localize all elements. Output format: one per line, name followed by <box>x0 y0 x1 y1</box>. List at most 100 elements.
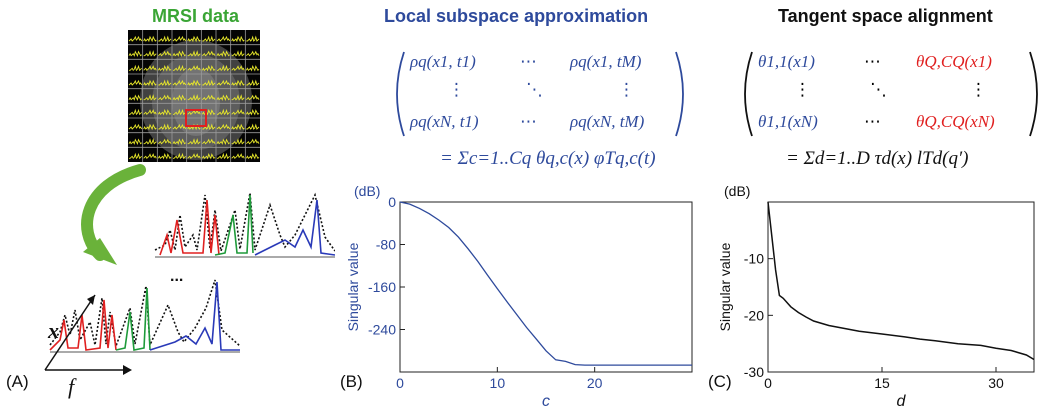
spectra-stack <box>44 192 335 375</box>
voxel-spectrum <box>172 152 187 160</box>
voxel-spectrum <box>128 50 143 57</box>
voxel-spectrum <box>246 50 260 57</box>
voxel-spectrum <box>128 123 143 130</box>
matrix-c-r2c2: ⋱ <box>870 80 887 99</box>
voxel-spectrum <box>187 65 201 72</box>
voxel-spectrum <box>143 65 157 72</box>
voxel-spectrum <box>157 153 172 160</box>
y-tick-label: -80 <box>376 237 396 253</box>
x-axis-arrow <box>44 294 96 371</box>
voxel-spectrum <box>158 138 172 145</box>
voxel-spectrum <box>216 123 231 130</box>
voxel-spectrum <box>158 35 172 42</box>
voxel-spectrum <box>216 108 231 116</box>
voxel-spectrum <box>216 50 231 57</box>
x-tick-label: 30 <box>988 375 1004 391</box>
matrix-c-r1c3: θQ,CQ(x1) <box>916 52 992 71</box>
panel-b-label: (B) <box>340 372 363 391</box>
matrix-c-r3c1: θ1,1(xN) <box>758 112 818 131</box>
voxel-spectrum <box>172 123 187 130</box>
matrix-b: ρq(x1, t1) ⋯ ρq(x1, tM) ⋮ ⋱ ⋮ ρq(xN, t1)… <box>390 48 690 140</box>
matrix-b-r3c3: ρq(xN, tM) <box>570 112 645 131</box>
y-tick-label: -30 <box>744 364 764 380</box>
data-line <box>767 201 1035 361</box>
matrix-b-r3c1: ρq(xN, t1) <box>410 112 479 131</box>
voxel-spectrum <box>172 35 187 42</box>
voxel-spectrum <box>143 94 157 101</box>
voxel-spectrum <box>245 109 260 116</box>
voxel-spectrum <box>202 79 216 86</box>
matrix-b-r2c3: ⋮ <box>618 80 635 99</box>
voxel-spectrum <box>187 153 201 160</box>
panel-c-title: Tangent space alignment <box>778 6 993 26</box>
voxel-spectrum <box>246 138 260 145</box>
voxel-spectrum <box>172 64 187 72</box>
voxel-spectrum <box>231 153 245 160</box>
voxel-spectrum <box>143 153 157 160</box>
voxel-spectrum <box>202 94 216 101</box>
voxel-spectrum <box>216 94 231 101</box>
voxel-spectrum <box>245 65 260 72</box>
data-line <box>399 201 692 366</box>
spectra-ellipsis: ... <box>170 268 184 285</box>
axis-label-x: x <box>48 318 59 343</box>
voxel-spectrum <box>158 50 172 57</box>
voxel-spectrum <box>143 79 157 87</box>
matrix-b-r1c3: ρq(x1, tM) <box>570 52 642 71</box>
voxel-spectrum <box>143 123 157 131</box>
panel-a-label: (A) <box>6 372 29 391</box>
voxel-spectrum <box>143 138 157 145</box>
voxel-spectrum <box>172 94 187 101</box>
voxel-spectrum <box>187 79 201 87</box>
panel-b-title: Local subspace approximation <box>384 6 649 26</box>
curved-arrow-icon <box>81 164 146 265</box>
voxel-spectrum <box>128 64 143 72</box>
voxel-spectrum <box>202 35 216 42</box>
voxel-spectrum <box>246 123 260 130</box>
voxel-spectrum <box>201 65 216 72</box>
x-axis-label: d <box>897 393 907 410</box>
voxel-spectrum <box>216 79 231 86</box>
panel-c-label: (C) <box>708 372 732 391</box>
voxel-spectrum <box>231 94 245 101</box>
y-axis-label: Singular value <box>345 242 361 331</box>
roi-box <box>185 109 207 127</box>
voxel-spectrum <box>143 35 157 43</box>
matrix-b-r1c2: ⋯ <box>520 52 537 71</box>
voxel-spectrum <box>231 35 245 43</box>
matrix-b-r3c2: ⋯ <box>520 112 537 131</box>
voxel-spectrum <box>143 50 157 57</box>
axis-label-f: f <box>68 374 75 399</box>
voxel-spectrum <box>246 79 260 86</box>
voxel-spectrum <box>143 109 157 116</box>
voxel-spectrum <box>128 138 143 145</box>
matrix-b-r2c1: ⋮ <box>448 80 465 99</box>
voxel-spectrum <box>201 109 216 116</box>
voxel-spectrum <box>202 123 216 130</box>
mrsi-grid-image <box>128 30 260 162</box>
y-tick-label: 0 <box>388 194 396 210</box>
x-tick-label: 15 <box>874 375 890 391</box>
voxel-spectrum <box>231 123 245 131</box>
matrix-b-brackets <box>396 51 684 137</box>
y-tick-label: -160 <box>368 279 396 295</box>
matrix-c-r1c1: θ1,1(x1) <box>758 52 815 71</box>
voxel-spectrum <box>172 50 187 57</box>
matrix-c-r2c1: ⋮ <box>794 80 811 99</box>
x-axis-label: c <box>542 393 550 410</box>
voxel-spectrum <box>128 94 143 101</box>
voxel-spectrum <box>172 108 187 116</box>
y-tick-label: -20 <box>744 307 764 323</box>
y-axis-unit: (dB) <box>354 183 380 199</box>
voxel-spectrum <box>246 94 260 101</box>
y-axis-label: Singular value <box>717 242 733 331</box>
voxel-spectrum <box>158 94 172 101</box>
matrix-b-r1c1: ρq(x1, t1) <box>410 52 476 71</box>
voxel-spectrum <box>158 79 172 86</box>
x-tick-label: 20 <box>587 375 603 391</box>
voxel-spectrum <box>128 35 143 42</box>
panel-a-title: MRSI data <box>152 6 240 26</box>
voxel-spectrum <box>157 65 172 72</box>
matrix-c-r3c2: ⋯ <box>864 112 881 131</box>
voxel-spectrum <box>216 138 231 145</box>
